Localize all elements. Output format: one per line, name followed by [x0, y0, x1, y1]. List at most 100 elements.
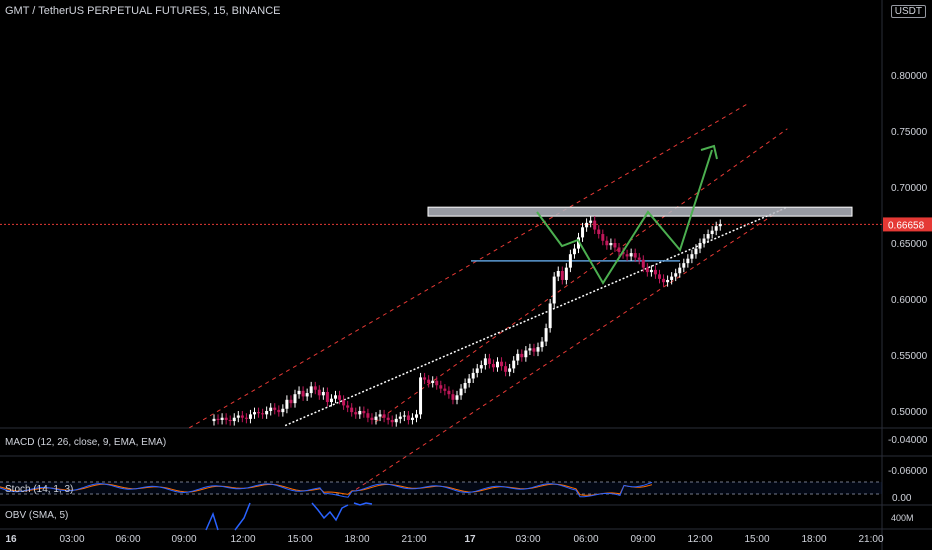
candle-body: [261, 413, 265, 415]
last-price-value: 0.66658: [888, 220, 925, 231]
macd-tick-label: -0.06000: [888, 466, 928, 477]
candle-body: [556, 271, 560, 277]
candle-body: [406, 415, 410, 420]
candle-body: [552, 276, 556, 304]
candle-body: [329, 398, 333, 403]
candle-body: [427, 379, 431, 383]
candle-body: [666, 279, 670, 283]
candle-body: [257, 412, 261, 414]
candle-body: [483, 358, 487, 366]
candle-body: [649, 269, 653, 273]
candle-body: [637, 257, 641, 260]
chart-title: GMT / TetherUS PERPETUAL FUTURES, 15, BI…: [5, 5, 281, 17]
candle-body: [670, 276, 674, 280]
candle-body: [512, 360, 516, 369]
candle-body: [674, 273, 678, 277]
candle-body: [504, 366, 508, 372]
candle-body: [244, 417, 248, 419]
time-tick-label: 15:00: [287, 534, 312, 545]
time-tick-label: 12:00: [230, 534, 255, 545]
candle-body: [269, 407, 273, 411]
candle-body: [309, 386, 313, 394]
candle-body: [305, 393, 309, 397]
candle-body: [374, 416, 378, 420]
candle-body: [625, 254, 629, 257]
candle-body: [342, 399, 346, 406]
candle-body: [362, 411, 366, 414]
stoch-k-line: [0, 481, 653, 498]
time-tick-label: 09:00: [630, 534, 655, 545]
time-tick-label: 15:00: [744, 534, 769, 545]
candle-body: [366, 413, 370, 418]
price-tick-label: 0.65000: [891, 239, 928, 250]
candle-body: [236, 415, 240, 418]
candle-body: [390, 419, 394, 423]
channel-lower-line: [355, 208, 782, 490]
candle-body: [394, 418, 398, 423]
candle-body: [698, 243, 702, 249]
candle-body: [609, 243, 613, 246]
time-tick-label: 06:00: [573, 534, 598, 545]
candle-body: [532, 348, 536, 352]
last-price-badge: [883, 217, 932, 232]
candle-body: [682, 263, 686, 268]
candle-body: [662, 278, 666, 283]
candle-body: [560, 271, 564, 280]
stoch-tick-label: 0.00: [892, 493, 912, 504]
currency-badge[interactable]: USDT: [890, 5, 926, 18]
candle-body: [378, 414, 382, 417]
candle-body: [220, 417, 224, 420]
obv-line-segment: [234, 502, 251, 531]
candle-body: [273, 407, 277, 410]
price-tick-label: 0.80000: [891, 71, 928, 82]
candle-body: [577, 237, 580, 249]
candle-body: [455, 395, 459, 400]
obv-line-segment: [353, 502, 373, 506]
candle-body: [451, 394, 455, 400]
candle-body: [678, 267, 682, 274]
candle-body: [710, 230, 714, 235]
time-tick-label: 06:00: [115, 534, 140, 545]
candle-body: [317, 389, 321, 396]
candle-body: [540, 341, 544, 348]
candle-body: [370, 417, 374, 420]
time-tick-label: 03:00: [515, 534, 540, 545]
candle-body: [613, 243, 617, 248]
candle-body: [463, 383, 467, 389]
candle-body: [690, 254, 694, 259]
candle-body: [702, 238, 706, 243]
candle-body: [658, 274, 661, 279]
candle-body: [629, 253, 633, 257]
candle-body: [334, 395, 337, 399]
candle-body: [358, 411, 362, 415]
candle-body: [617, 247, 621, 252]
candle-body: [467, 378, 471, 383]
candle-body: [475, 368, 479, 373]
candle-body: [585, 222, 589, 228]
candle-body: [297, 390, 301, 395]
candle-body: [248, 414, 252, 419]
candle-body: [528, 348, 532, 351]
candle-body: [536, 347, 540, 352]
candle-body: [641, 259, 645, 268]
price-tick-label: 0.60000: [891, 295, 928, 306]
candle-body: [338, 395, 342, 400]
projection-path: [536, 149, 713, 285]
candle-body: [686, 258, 690, 264]
trendline: [284, 206, 788, 427]
candle-body: [212, 418, 216, 422]
candle-body: [718, 223, 722, 227]
candle-body: [544, 328, 548, 342]
candle-body: [265, 411, 269, 415]
price-tick-label: 0.70000: [891, 183, 928, 194]
candle-body: [520, 353, 524, 358]
candle-body: [487, 358, 491, 364]
candle-body: [423, 377, 427, 380]
obv-tick-label: 400M: [891, 513, 914, 523]
time-tick-label: 18:00: [344, 534, 369, 545]
candle-body: [706, 234, 710, 239]
price-tick-label: 0.50000: [891, 407, 928, 418]
macd-tick-label: -0.04000: [888, 435, 928, 446]
candle-body: [281, 408, 285, 413]
